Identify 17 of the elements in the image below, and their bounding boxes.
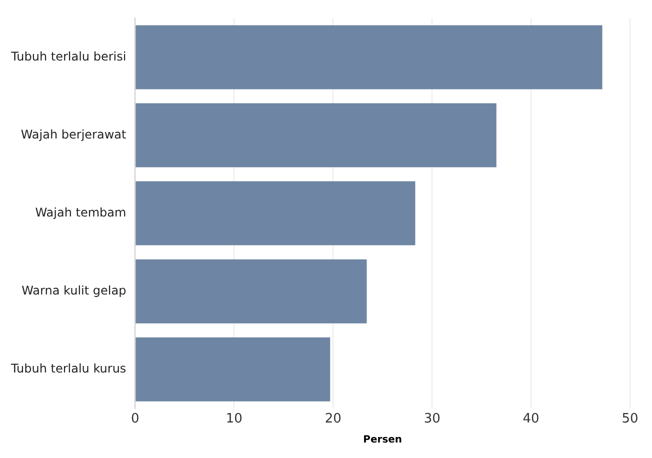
x-tick-label: 40 <box>522 412 540 427</box>
bar <box>136 259 367 324</box>
x-tick-label: 10 <box>226 412 242 427</box>
x-tick-label: 0 <box>131 412 140 427</box>
bar <box>136 337 330 402</box>
bar <box>136 103 496 168</box>
x-tick-label: 20 <box>324 412 342 427</box>
x-tick-label: 30 <box>424 412 440 427</box>
y-tick-label: Tubuh terlalu berisi <box>10 49 126 64</box>
bar <box>136 181 416 246</box>
x-axis-title: Persen <box>363 434 402 446</box>
y-tick-label: Tubuh terlalu kurus <box>10 362 126 376</box>
x-tick-label: 50 <box>622 412 638 427</box>
bar <box>136 25 602 90</box>
y-tick-label: Wajah tembam <box>35 205 126 220</box>
y-tick-label: Warna kulit gelap <box>22 283 126 298</box>
y-tick-label: Wajah berjerawat <box>20 127 126 142</box>
